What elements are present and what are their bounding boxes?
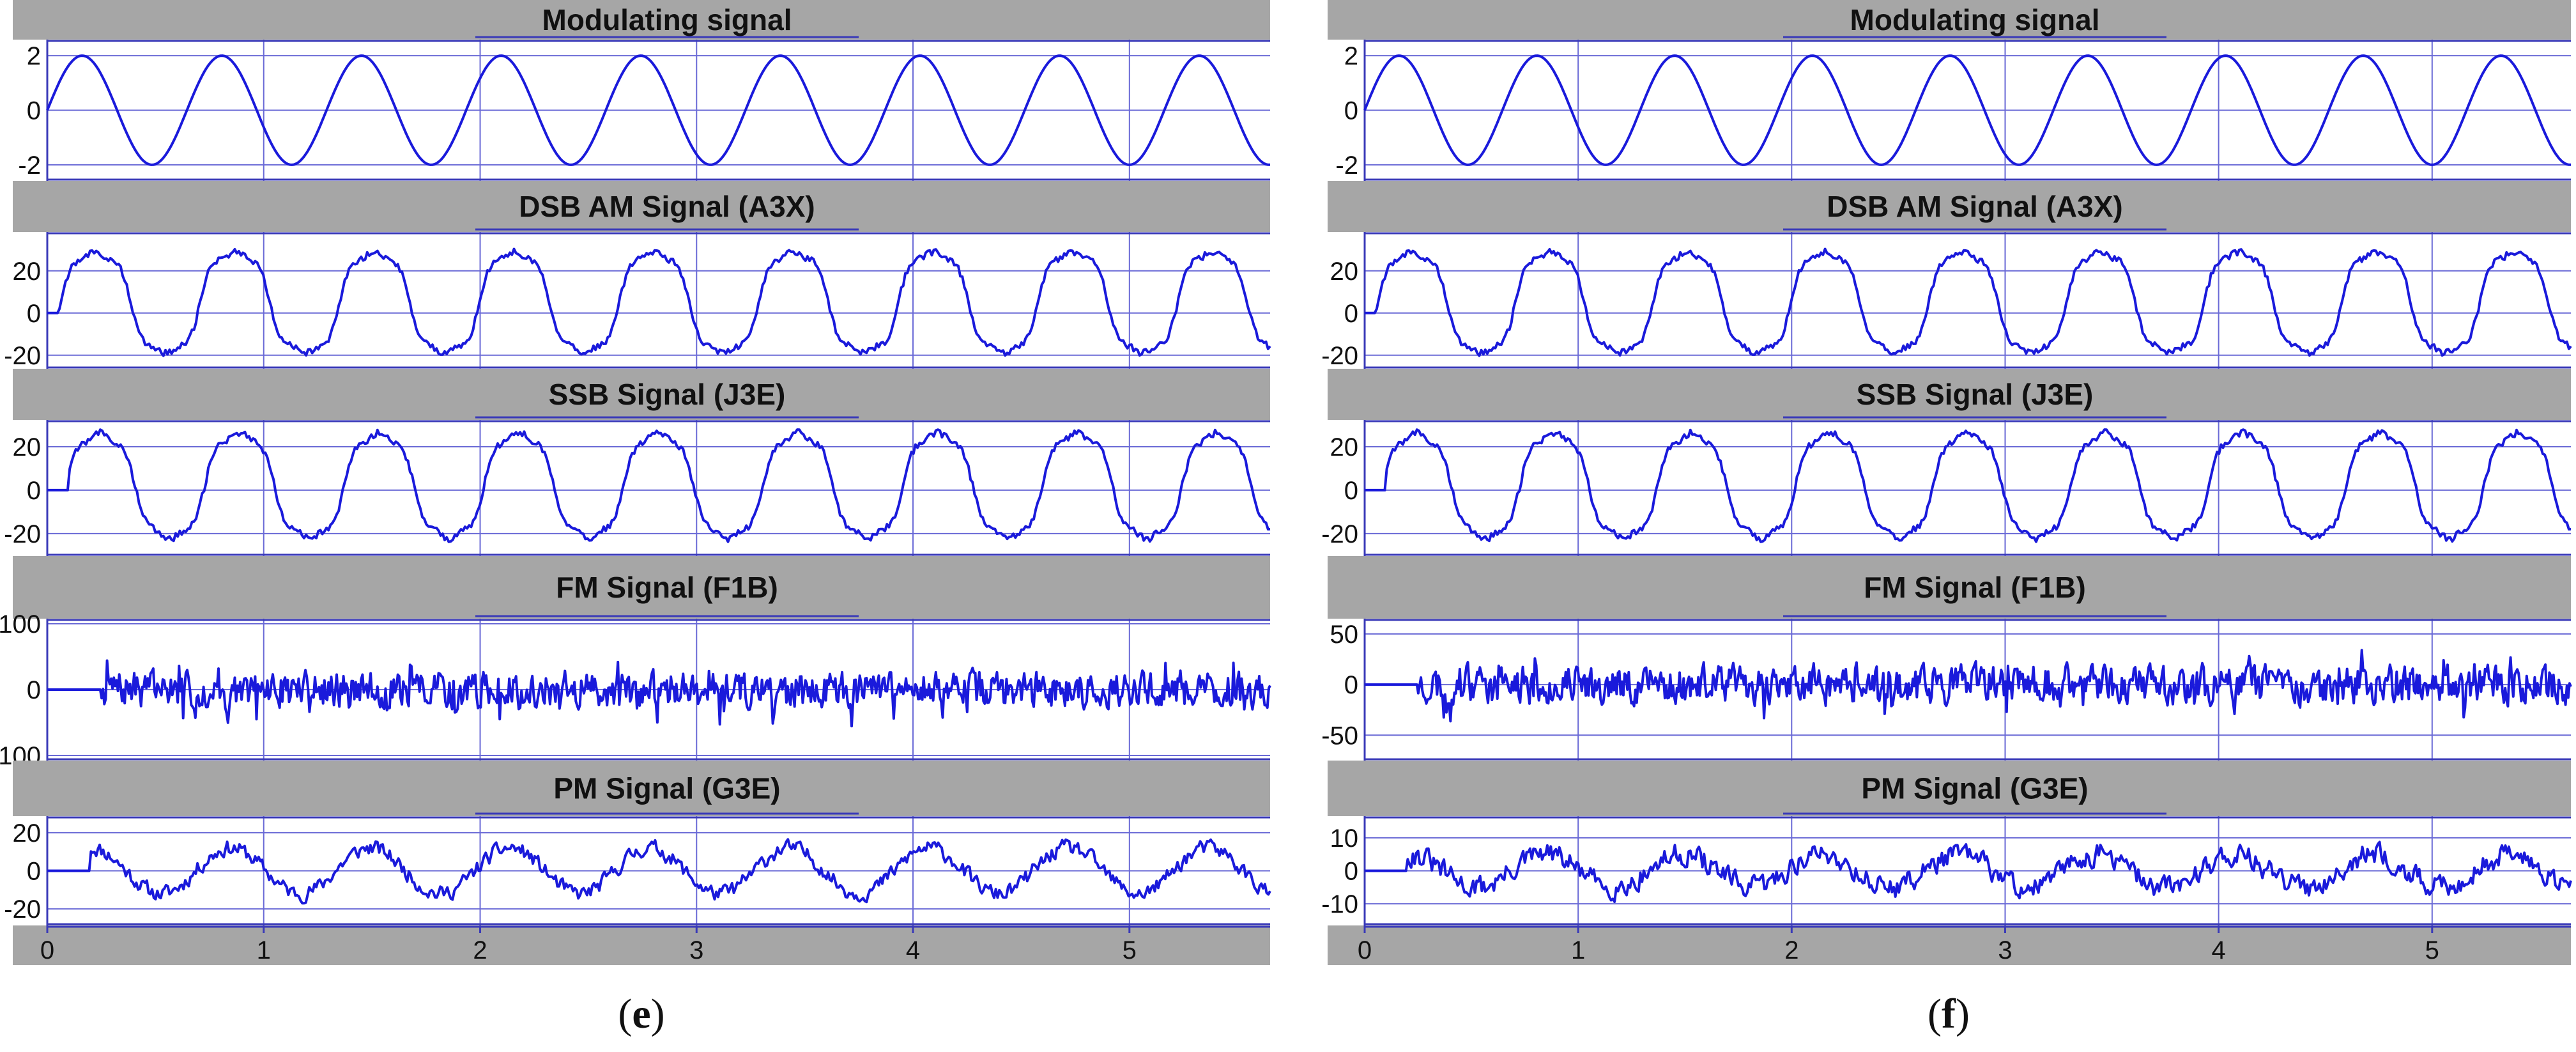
- signal-line: [1365, 840, 2572, 903]
- x-tick-label: 0: [40, 936, 54, 964]
- y-tick-label: 10: [1330, 824, 1359, 853]
- signal-line: [1363, 54, 2571, 166]
- y-tick-label: -10: [1321, 890, 1358, 918]
- signal-line: [1365, 428, 2572, 543]
- title-band: [1328, 761, 2571, 816]
- y-tick-label: 20: [13, 819, 42, 847]
- chart-e-5: PM Signal (G3E) -20 0 20: [4, 761, 1271, 925]
- y-tick-label: 0: [1344, 300, 1358, 328]
- y-tick-label: 2: [1344, 42, 1358, 70]
- chart-title: SSB Signal (J3E): [1857, 378, 2094, 411]
- plot-area: [13, 232, 1270, 369]
- y-tick-label: -2: [1335, 151, 1358, 180]
- chart-f-2: DSB AM Signal (A3X) -20 0 20: [1321, 181, 2572, 370]
- y-tick-label: 0: [27, 97, 41, 125]
- y-tick-label: -20: [1321, 520, 1358, 548]
- title-band: [1328, 181, 2571, 232]
- chart-title: Modulating signal: [1850, 3, 2100, 36]
- y-tick-label: -20: [4, 520, 41, 548]
- chart-e-3: SSB Signal (J3E) -20 0 20: [4, 369, 1271, 556]
- x-tick-label: 2: [1784, 936, 1798, 964]
- y-tick-label: 20: [1330, 258, 1359, 286]
- x-axis-e: 0 1 2 3 4 5: [13, 925, 1270, 965]
- title-band: [13, 0, 1270, 40]
- x-tick-label: 5: [1123, 936, 1137, 964]
- y-tick-label: -20: [4, 342, 41, 370]
- y-tick-label: 20: [13, 258, 42, 286]
- y-tick-label: 20: [13, 433, 42, 461]
- y-tick-label: 0: [1344, 671, 1358, 699]
- chart-title: DSB AM Signal (A3X): [519, 190, 815, 223]
- chart-e-2: DSB AM Signal (A3X) -20 0 20: [4, 181, 1271, 370]
- title-band: [13, 761, 1270, 816]
- panel-caption: (f): [1928, 991, 1970, 1037]
- signal-line: [47, 659, 1271, 728]
- y-tick-label: 0: [27, 477, 41, 505]
- x-axis-f: 0 1 2 3 4 5: [1328, 925, 2571, 965]
- x-tick-label: 4: [906, 936, 920, 964]
- title-band: [13, 181, 1270, 232]
- x-tick-label: 1: [1571, 936, 1585, 964]
- y-tick-label: 20: [1330, 433, 1359, 461]
- chart-title: PM Signal (G3E): [1861, 772, 2088, 805]
- panel-caption-letter: f: [1942, 991, 1956, 1037]
- chart-title: FM Signal (F1B): [1864, 571, 2086, 604]
- plot-area: [13, 420, 1270, 556]
- x-tick-label: 3: [1998, 936, 2012, 964]
- y-tick-label: 0: [1344, 477, 1358, 505]
- chart-f-3: SSB Signal (J3E) -20 0 20: [1321, 369, 2572, 556]
- x-tick-label: 2: [473, 936, 487, 964]
- y-tick-label: 0: [1344, 858, 1358, 886]
- y-tick-label: -20: [1321, 342, 1358, 370]
- x-axis-band: [1328, 925, 2571, 965]
- chart-e-1: Modulating signal -2 0 2: [13, 0, 1270, 181]
- x-tick-label: 0: [1358, 936, 1372, 964]
- signal-line: [46, 54, 1270, 166]
- chart-title: FM Signal (F1B): [556, 571, 778, 604]
- y-tick-label: 0: [27, 676, 41, 704]
- title-band: [1328, 0, 2571, 40]
- signal-line: [47, 247, 1271, 357]
- plot-area: [1328, 420, 2571, 556]
- x-tick-label: 3: [689, 936, 703, 964]
- signal-line: [1365, 247, 2572, 357]
- chart-f-1: Modulating signal -2 0 2: [1328, 0, 2571, 181]
- chart-title: PM Signal (G3E): [553, 772, 780, 805]
- title-band: [1328, 556, 2571, 619]
- chart-title: Modulating signal: [542, 3, 792, 36]
- y-tick-label: 0: [27, 858, 41, 886]
- plot-area: [1328, 232, 2571, 369]
- signal-line: [1365, 649, 2572, 723]
- title-band: [13, 369, 1270, 420]
- x-tick-label: 5: [2425, 936, 2439, 964]
- x-tick-label: 4: [2212, 936, 2226, 964]
- chart-title: SSB Signal (J3E): [549, 378, 786, 411]
- title-band: [1328, 369, 2571, 420]
- signal-line: [47, 428, 1271, 543]
- y-tick-label: -20: [4, 895, 41, 924]
- y-tick-label: -2: [18, 151, 41, 180]
- y-tick-label: 100: [0, 610, 41, 638]
- y-tick-label: 2: [27, 42, 41, 70]
- signal-line: [47, 838, 1271, 905]
- chart-title: DSB AM Signal (A3X): [1827, 190, 2122, 223]
- x-tick-label: 1: [257, 936, 271, 964]
- chart-f-4: FM Signal (F1B) -50 0 50: [1321, 556, 2572, 761]
- y-tick-label: 0: [1344, 97, 1358, 125]
- panel-caption-letter: e: [632, 991, 650, 1037]
- title-band: [13, 556, 1270, 619]
- x-axis-band: [13, 925, 1270, 965]
- panel-caption: (e): [618, 991, 664, 1037]
- y-tick-label: -50: [1321, 722, 1358, 750]
- chart-f-5: PM Signal (G3E) -10 0 10: [1321, 761, 2572, 925]
- y-tick-label: 50: [1330, 621, 1359, 649]
- y-tick-label: 0: [27, 300, 41, 328]
